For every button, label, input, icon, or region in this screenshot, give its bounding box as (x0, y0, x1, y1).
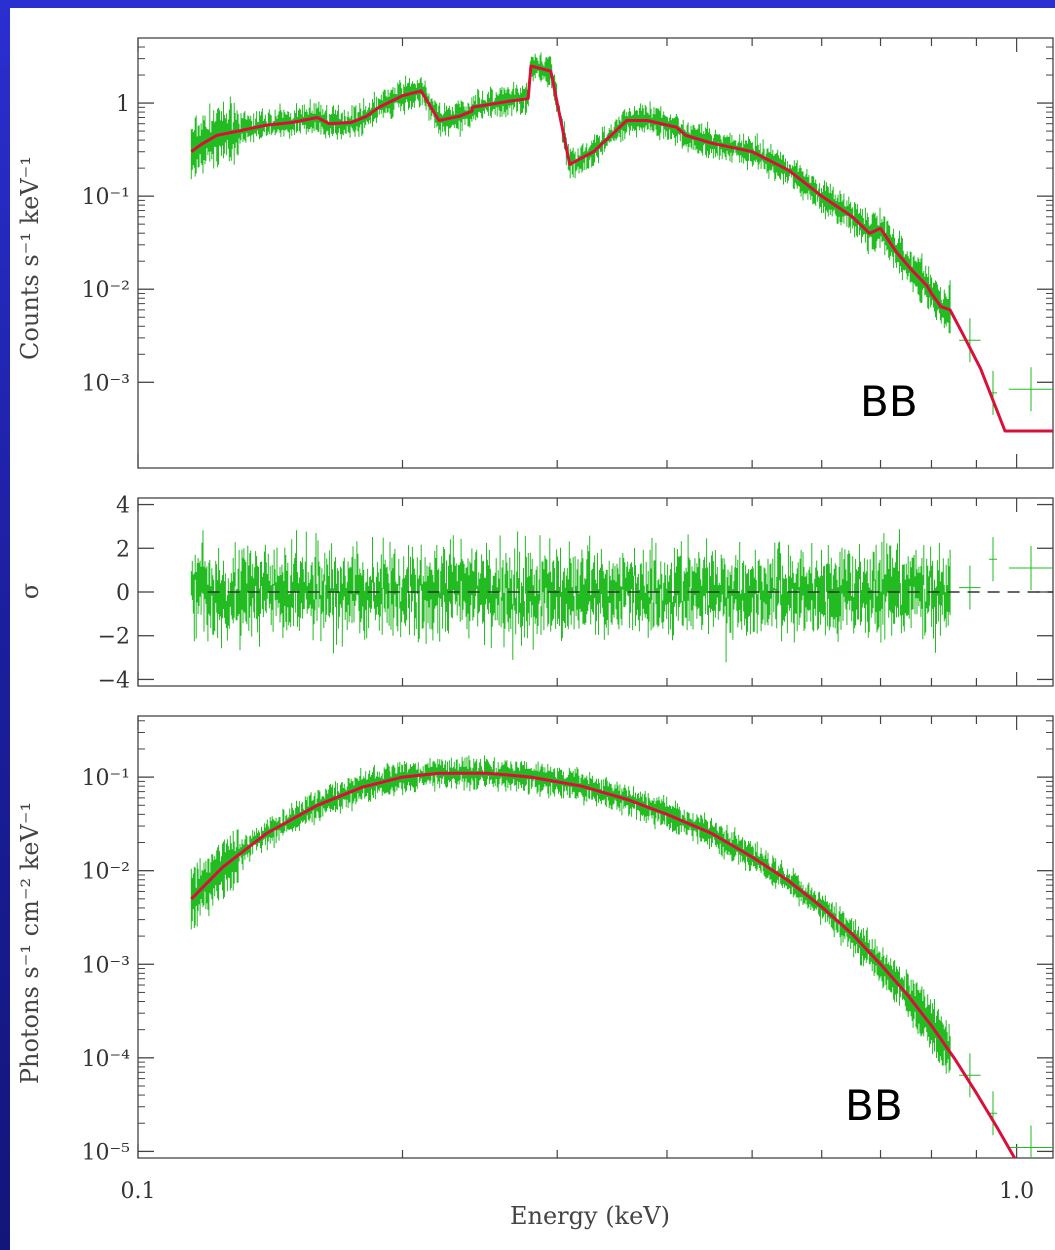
model-line (190, 64, 1053, 433)
top-y-axis-title: Counts s⁻¹ keV⁻¹ (16, 156, 44, 360)
plot-frame (137, 37, 1054, 469)
bot-y-axis-title: Photons s⁻¹ cm⁻² keV⁻¹ (16, 802, 44, 1084)
figure-panel: 1 10⁻¹ 10⁻² 10⁻³ 4 2 0 −2 −4 10⁻¹ 10⁻² 10⁻³ 10⁻⁴ 10… (10, 8, 1055, 1250)
y-tick-label: 10⁻¹ (82, 185, 130, 210)
mid-y-axis-title: σ (16, 583, 44, 599)
y-tick-label: 10⁻³ (82, 371, 130, 396)
residuals-panel: 4 2 0 −2 −4 (98, 494, 1054, 693)
y-tick-label: 10⁻⁵ (82, 1140, 130, 1165)
data-error-bars (190, 755, 1053, 1158)
model-line (190, 771, 1017, 1158)
data-error-bars (190, 529, 1053, 663)
plot-frame (137, 715, 1054, 1159)
y-tick-label: 10⁻³ (82, 953, 130, 978)
y-tick-label: 10⁻² (82, 278, 130, 303)
plot-area (190, 529, 1053, 663)
y-tick-label: 10⁻¹ (82, 766, 130, 791)
spectrum-figure: 110⁻¹10⁻²10⁻³ 420−2−4 10⁻¹10⁻²10⁻³10⁻⁴10… (16, 37, 1054, 1230)
y-tick-label: 10⁻² (82, 860, 130, 885)
x-tick-label: 1.0 (999, 1179, 1034, 1204)
y-tick-label: −4 (98, 668, 130, 693)
y-tick-label: 2 (116, 537, 130, 562)
plot-area (190, 52, 1053, 433)
y-tick-label: 10⁻⁴ (82, 1047, 131, 1072)
y-tick-label: −2 (98, 625, 130, 650)
plot-area (190, 755, 1053, 1158)
y-tick-label: 0 (116, 581, 130, 606)
unfolded-spectrum-panel: 10⁻¹ 10⁻² 10⁻³ 10⁻⁴ 10⁻⁵ 0.1 1.0 (82, 715, 1054, 1204)
top-bb-label: BB (860, 377, 918, 426)
bottom-bb-label: BB (845, 1081, 903, 1130)
count-spectrum-panel: 1 10⁻¹ 10⁻² 10⁻³ (82, 37, 1054, 469)
x-axis-title: Energy (keV) (510, 1202, 670, 1230)
y-tick-label: 1 (116, 92, 130, 117)
y-tick-label: 4 (116, 494, 130, 519)
x-tick-label: 0.1 (121, 1179, 156, 1204)
data-error-bars (190, 52, 1053, 415)
